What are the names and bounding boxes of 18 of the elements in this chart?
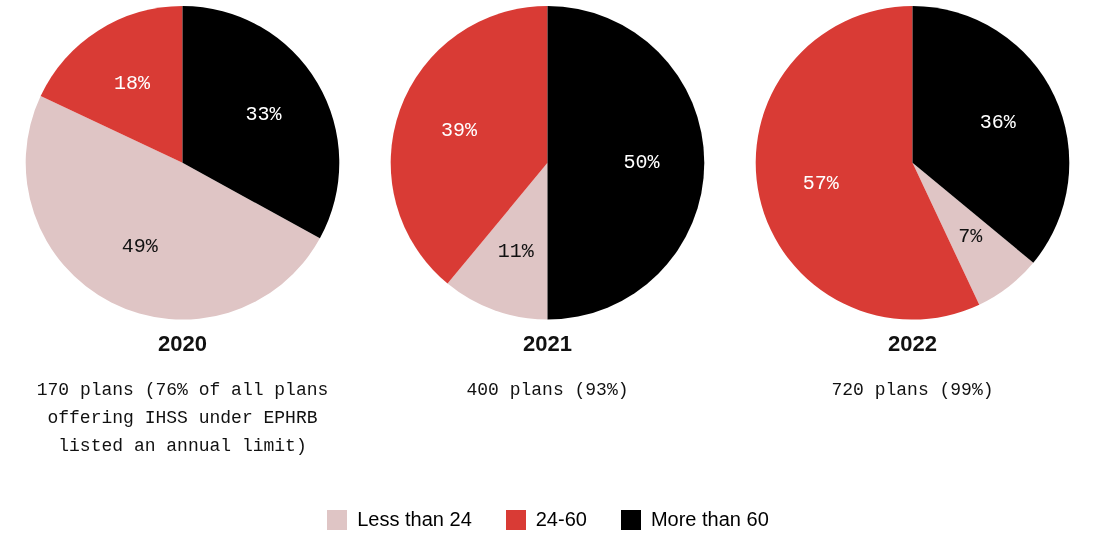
text: 2021 [523, 330, 572, 356]
text: 170 plans (76% of all plans offering IHSS under EPHRB listed an annual limit) [35, 379, 330, 458]
text: 720 plans (99%) [830, 379, 995, 402]
data-label: 50% [623, 151, 661, 175]
data-label: 49% [121, 234, 159, 258]
data-label: 36% [979, 111, 1017, 135]
data-label: 57% [802, 171, 840, 195]
data-label: 11% [497, 239, 535, 263]
legend-label: More than 60 [650, 508, 769, 531]
data-label: 39% [440, 119, 478, 143]
text: 2020 [158, 330, 207, 356]
data-label: 7% [958, 225, 984, 249]
text: 2022 [888, 330, 937, 356]
data-label: 33% [245, 103, 283, 127]
data-label: 18% [114, 71, 152, 95]
legend-label: Less than 24 [357, 508, 472, 531]
legend-label: 24-60 [535, 508, 587, 531]
text: 400 plans (93%) [465, 379, 630, 402]
